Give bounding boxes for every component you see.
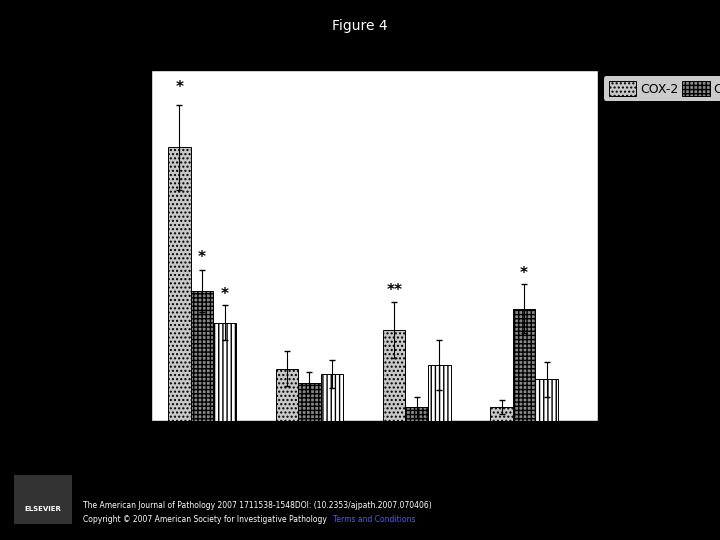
Bar xyxy=(490,407,513,421)
Bar xyxy=(213,323,236,421)
Text: *: * xyxy=(220,287,229,302)
Bar xyxy=(536,379,558,421)
Bar xyxy=(320,374,343,421)
Bar xyxy=(298,382,320,421)
Text: Copyright © 2007 American Society for Investigative Pathology: Copyright © 2007 American Society for In… xyxy=(83,515,329,524)
Text: ELSEVIER: ELSEVIER xyxy=(24,506,62,512)
Text: *: * xyxy=(198,250,206,265)
Y-axis label: mRNA expression
(relative increase): mRNA expression (relative increase) xyxy=(93,188,121,303)
Text: The American Journal of Pathology 2007 1711538-1548DOI: (10.2353/ajpath.2007.070: The American Journal of Pathology 2007 1… xyxy=(83,501,431,510)
Text: *: * xyxy=(520,266,528,281)
Bar xyxy=(405,407,428,421)
Text: *: * xyxy=(176,80,184,94)
Bar xyxy=(276,368,298,421)
Legend: COX-2, C/EBPβ, bcl-xₗ: COX-2, C/EBPβ, bcl-xₗ xyxy=(604,77,720,101)
Bar xyxy=(191,292,213,421)
Bar xyxy=(513,309,536,421)
Bar xyxy=(168,147,191,421)
Text: **: ** xyxy=(386,284,402,298)
Bar xyxy=(428,365,451,421)
Text: Figure 4: Figure 4 xyxy=(332,19,388,33)
Bar xyxy=(383,330,405,421)
Text: Terms and Conditions: Terms and Conditions xyxy=(333,515,416,524)
